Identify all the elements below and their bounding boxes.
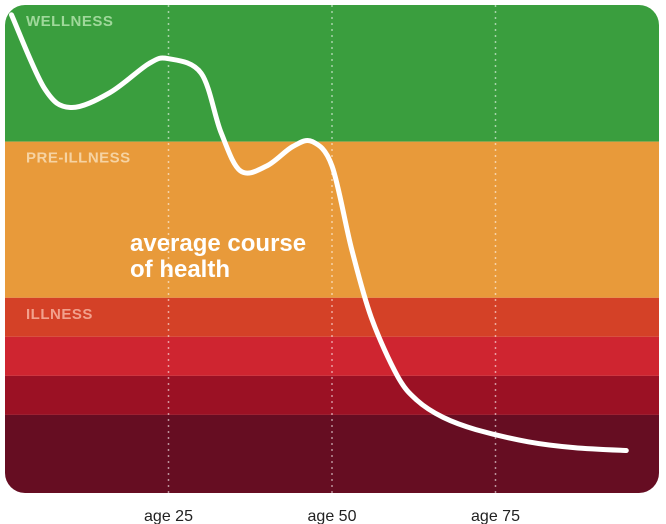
zone-labels: WELLNESS PRE-ILLNESS ILLNESS [26,13,131,323]
x-axis-ticks: age 25 age 50 age 75 [144,508,520,524]
health-course-line [9,12,629,453]
series-layer [9,12,629,453]
x-tick-label-age-75: age 75 [471,508,520,524]
zone-label-pre-illness: PRE-ILLNESS [26,150,131,167]
zone-band-wellness [5,5,659,142]
zone-label-illness: ILLNESS [26,306,93,323]
x-tick-label-age-25: age 25 [144,508,193,524]
zone-band-level-4 [5,336,659,376]
zone-label-wellness: WELLNESS [26,13,113,30]
x-tick-label-age-50: age 50 [308,508,357,524]
annotation-line-2: of health [130,256,230,283]
annotation-line-1: average course [130,230,306,257]
